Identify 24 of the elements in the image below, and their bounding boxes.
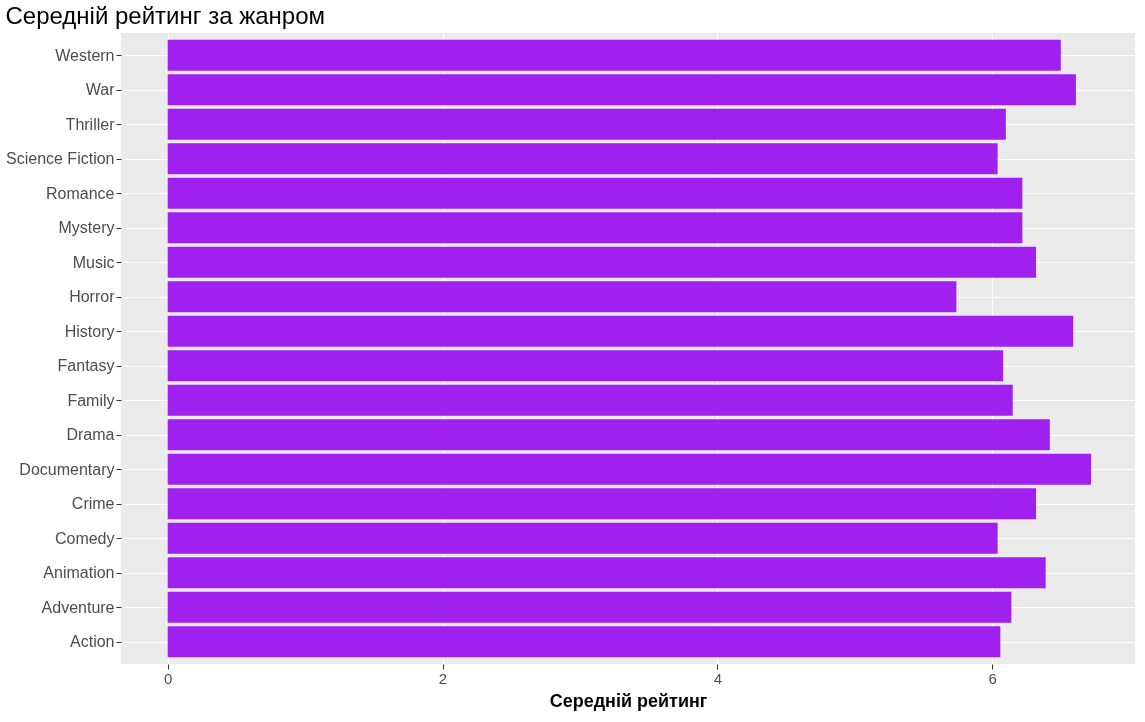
x-tick-label: 2 [438, 669, 448, 687]
y-tick-label: War [85, 81, 116, 99]
y-tick-label: Drama [66, 426, 115, 444]
y-tick-label: Fantasy [57, 357, 115, 375]
y-tick-label: Family [67, 391, 115, 409]
y-tick-label: History [64, 322, 115, 340]
y-tick-label: Western [55, 46, 115, 64]
y-tick-label: Documentary [19, 460, 115, 478]
y-tick-label: Action [70, 633, 115, 651]
y-tick-label: Romance [46, 184, 115, 202]
y-tick-label: Music [72, 253, 115, 271]
y-tick-label: Animation [43, 564, 115, 582]
y-tick-label: Crime [71, 495, 115, 513]
x-tick-label: 4 [713, 669, 722, 687]
x-axis-title: Середній рейтинг [549, 690, 708, 711]
y-tick-label: Mystery [58, 219, 115, 237]
y-tick-label: Science Fiction [6, 150, 115, 168]
chart-title: Середній рейтинг за жанром [5, 2, 326, 29]
y-tick-label: Comedy [54, 529, 115, 547]
y-tick-label: Adventure [41, 598, 115, 616]
x-tick-label: 0 [164, 669, 173, 687]
x-tick-label: 6 [988, 669, 997, 687]
y-tick-label: Horror [69, 288, 116, 306]
y-tick-label: Thriller [65, 115, 116, 133]
